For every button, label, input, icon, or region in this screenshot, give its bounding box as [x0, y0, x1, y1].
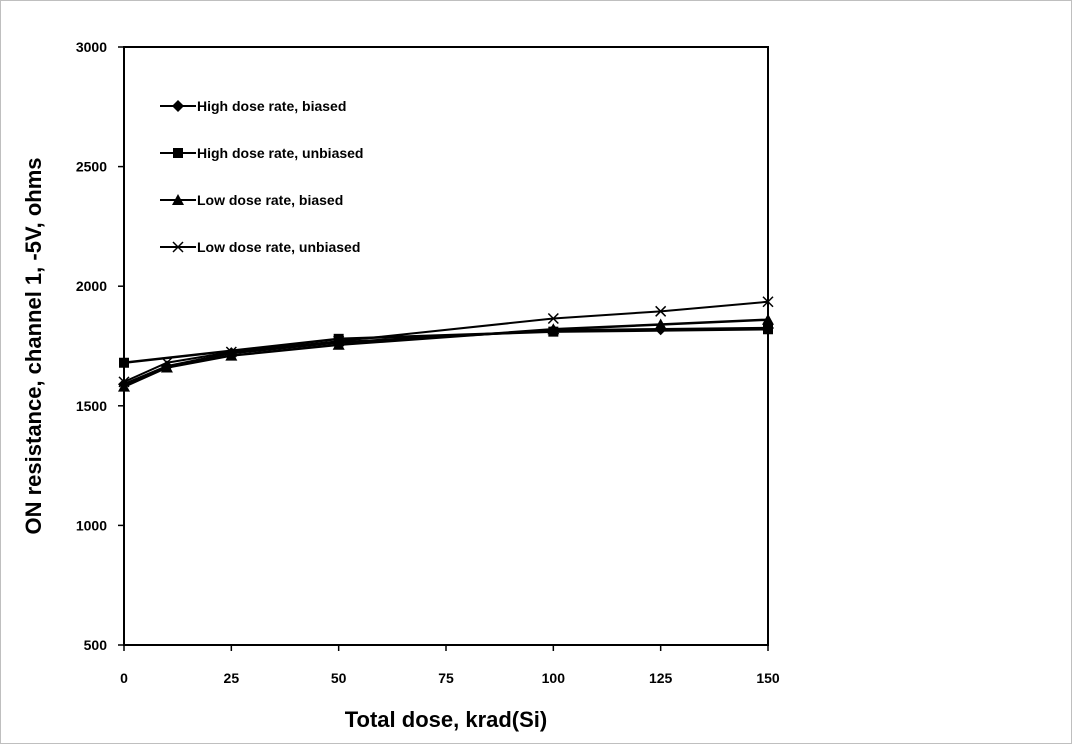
y-tick-label: 1500 [76, 398, 107, 414]
y-axis-ticks: 500 1000 1500 2000 2500 3000 [76, 39, 124, 653]
x-tick-label: 0 [120, 670, 128, 686]
data-point-square [173, 148, 183, 158]
data-point-triangle [332, 338, 345, 350]
series-3 [118, 313, 774, 392]
x-tick-label: 25 [224, 670, 240, 686]
data-point-x [547, 312, 559, 325]
y-tick-label: 500 [84, 637, 108, 653]
series-layer [118, 296, 774, 392]
data-point-x [225, 346, 237, 358]
y-axis-title: ON resistance, channel 1, -5V, ohms [21, 157, 46, 534]
data-point-x [172, 241, 184, 253]
legend-label: High dose rate, unbiased [197, 145, 363, 161]
data-point-triangle [160, 361, 173, 373]
data-point-triangle [172, 194, 184, 205]
legend-entry: Low dose rate, biased [160, 192, 343, 208]
y-tick-label: 2500 [76, 159, 107, 175]
data-point-x [762, 296, 774, 308]
y-tick-label: 3000 [76, 39, 107, 55]
data-point-triangle [118, 380, 130, 392]
x-tick-label: 75 [438, 670, 454, 686]
legend-entry: High dose rate, unbiased [160, 145, 363, 161]
data-point-x [161, 357, 173, 369]
plot-area [123, 46, 769, 646]
y-tick-label: 2000 [76, 278, 107, 294]
x-axis-ticks: 0 25 50 75 100 125 150 [120, 645, 780, 686]
data-point-x [118, 376, 130, 388]
y-tick-label: 1000 [76, 517, 107, 533]
data-point-x [333, 335, 345, 347]
data-point-triangle [547, 323, 560, 335]
legend: High dose rate, biased High dose rate, un… [160, 98, 363, 255]
data-point-square [119, 357, 129, 368]
x-tick-label: 150 [756, 670, 780, 686]
data-point-triangle [654, 318, 667, 330]
legend-label: Low dose rate, biased [197, 192, 343, 208]
data-point-triangle [762, 313, 774, 325]
data-point-triangle [225, 349, 238, 361]
legend-entry: Low dose rate, unbiased [160, 239, 360, 255]
data-point-diamond [172, 100, 184, 112]
legend-label: Low dose rate, unbiased [197, 239, 360, 255]
x-tick-label: 100 [542, 670, 566, 686]
legend-entry: High dose rate, biased [160, 98, 346, 114]
series-4 [118, 296, 774, 388]
data-point-x [655, 305, 667, 317]
x-tick-label: 125 [649, 670, 673, 686]
legend-label: High dose rate, biased [197, 98, 346, 114]
x-tick-label: 50 [331, 670, 347, 686]
data-point-square [763, 324, 773, 335]
x-axis-title: Total dose, krad(Si) [345, 707, 548, 732]
